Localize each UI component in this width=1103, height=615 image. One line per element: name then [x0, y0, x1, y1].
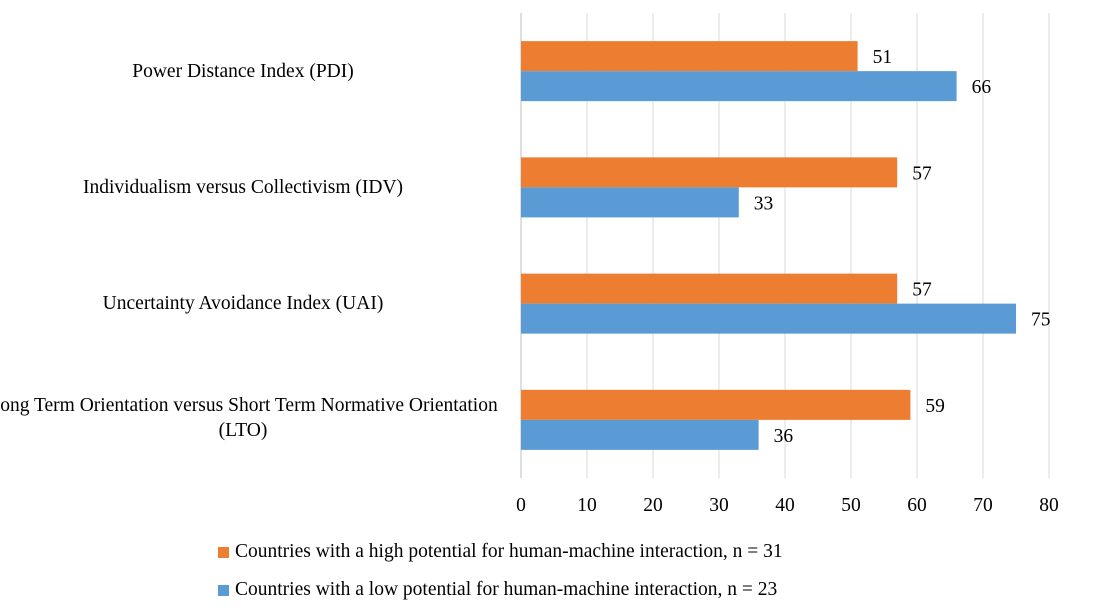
legend-label-high: Countries with a high potential for huma…: [235, 541, 783, 562]
bars: [521, 41, 1016, 450]
x-tick-label-70: 70: [973, 495, 993, 516]
x-tick-label-40: 40: [775, 495, 795, 516]
x-tick-label-80: 80: [1039, 495, 1059, 516]
data-label-low-0: 66: [972, 77, 992, 98]
data-label-low-2: 75: [1031, 310, 1051, 331]
x-tick-label-50: 50: [841, 495, 861, 516]
legend-label-low: Countries with a low potential for human…: [235, 579, 778, 600]
legend-item-high: Countries with a high potential for huma…: [218, 541, 783, 563]
x-axis-ticks: 0 10 20 30 40 50 60 70 80: [516, 495, 1059, 516]
bar-low-3: [521, 419, 759, 450]
x-tick-label-20: 20: [643, 495, 663, 516]
x-tick-label-30: 30: [709, 495, 729, 516]
category-label-lto: Long Term Orientation versus Short Term …: [0, 395, 498, 441]
category-label-uai: Uncertainty Avoidance Index (UAI): [102, 293, 384, 314]
data-labels: 51 66 57 33 57 75 59 36: [754, 47, 1051, 447]
data-label-high-0: 51: [873, 47, 893, 68]
x-tick-label-60: 60: [907, 495, 927, 516]
bar-high-1: [521, 157, 898, 188]
data-label-high-2: 57: [912, 280, 932, 301]
x-tick-label-10: 10: [577, 495, 597, 516]
data-label-low-1: 33: [754, 193, 774, 214]
category-label-pdi: Power Distance Index (PDI): [132, 61, 354, 82]
legend-swatch-low: [218, 584, 229, 596]
bar-low-0: [521, 71, 957, 102]
bar-high-2: [521, 273, 898, 304]
legend-swatch-high: [218, 546, 229, 558]
category-label-idv: Individualism versus Collectivism (IDV): [82, 177, 404, 198]
x-tick-label-0: 0: [516, 495, 526, 516]
legend-item-low: Countries with a low potential for human…: [218, 579, 777, 601]
data-label-high-3: 59: [925, 396, 945, 417]
bar-high-0: [521, 41, 858, 72]
data-label-low-3: 36: [774, 426, 794, 447]
data-label-high-1: 57: [912, 163, 932, 184]
bar-low-2: [521, 303, 1016, 334]
bar-low-1: [521, 187, 739, 218]
bar-high-3: [521, 389, 911, 420]
